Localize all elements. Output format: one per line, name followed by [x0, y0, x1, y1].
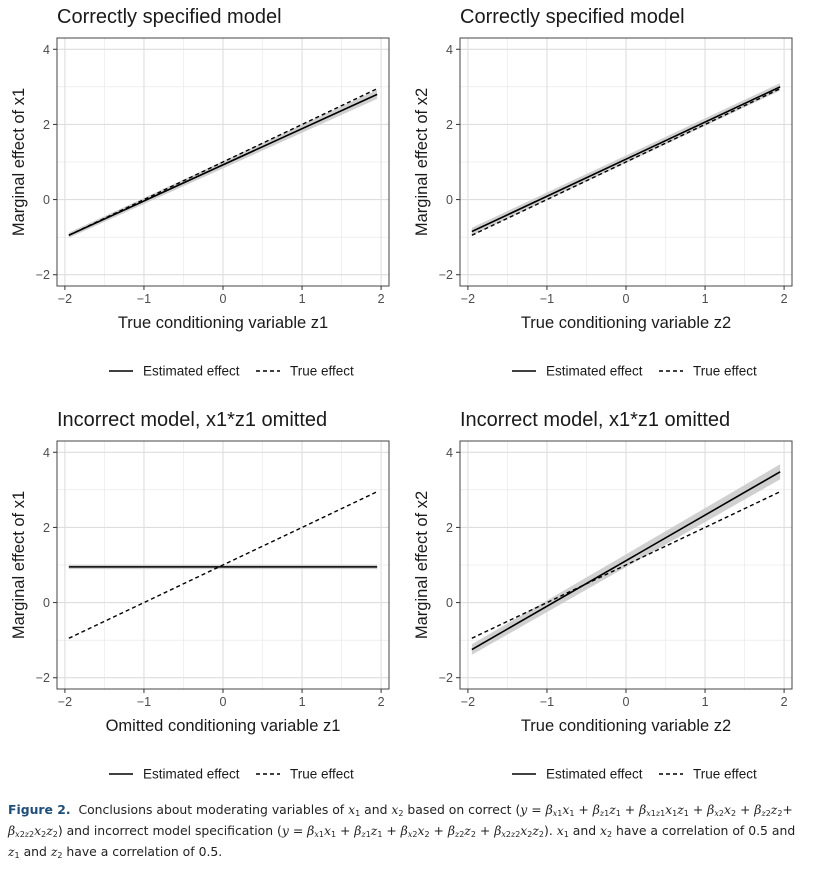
- x-tick-label: 2: [781, 292, 788, 306]
- y-tick-label: 4: [43, 43, 50, 57]
- x-tick-label: 0: [623, 695, 630, 709]
- y-axis-label: Marginal effect of x2: [413, 88, 431, 236]
- x-tick-label: −1: [540, 695, 554, 709]
- charts-svg: Correctly specified model −2 −1 0 1 2 −2 0 2 4 Tru…: [10, 6, 793, 782]
- x-tick-label: −2: [58, 292, 72, 306]
- gridlines: [460, 441, 792, 689]
- x-tick-label: 1: [299, 695, 306, 709]
- true-effect-line: [471, 88, 781, 236]
- true-effect-line: [68, 491, 378, 639]
- legend-label-true: True effect: [693, 767, 757, 782]
- y-tick-label: 2: [446, 521, 453, 535]
- caption-line-2: βx2z2x2z2) and incorrect model specifica…: [8, 823, 796, 839]
- chart-title: Correctly specified model: [57, 6, 282, 28]
- y-tick-label: −2: [36, 671, 50, 685]
- caption-label: Figure 2.: [8, 802, 71, 817]
- y-axis-label: Marginal effect of x2: [413, 491, 431, 639]
- legend: Estimated effect True effect: [109, 767, 354, 782]
- chart-panel-1: Correctly specified model −2 −1 0 1 2 −2 0 2 4 Tru…: [10, 6, 390, 379]
- legend-label-estimated: Estimated effect: [143, 364, 240, 379]
- y-tick-label: 4: [446, 43, 453, 57]
- x-tick-label: 1: [702, 695, 709, 709]
- legend: Estimated effect True effect: [109, 364, 354, 379]
- x-tick-label: 1: [299, 292, 306, 306]
- legend-label-true: True effect: [290, 767, 354, 782]
- x-axis-label: True conditioning variable z1: [118, 314, 328, 332]
- y-tick-label: 4: [446, 446, 453, 460]
- chart-title: Correctly specified model: [460, 6, 685, 28]
- x-tick-label: −2: [58, 695, 72, 709]
- y-tick-label: 0: [446, 596, 453, 610]
- x-axis-label: True conditioning variable z2: [521, 717, 731, 735]
- estimated-effect-line: [68, 93, 378, 237]
- chart-panel-3: Incorrect model, x1*z1 omitted −2 −1 0 1 2 −2 0…: [10, 409, 390, 782]
- chart-panel-2: Correctly specified model −2 −1 0 1 2 −2 0 2 4 Tru…: [413, 6, 793, 379]
- y-axis-label: Marginal effect of x1: [10, 88, 28, 236]
- estimated-effect-line: [471, 471, 781, 651]
- y-tick-label: 0: [446, 193, 453, 207]
- y-tick-label: 4: [43, 446, 50, 460]
- chart-title: Incorrect model, x1*z1 omitted: [57, 409, 327, 431]
- y-tick-label: −2: [439, 268, 453, 282]
- x-tick-label: −2: [461, 695, 475, 709]
- chart-panel-4: Incorrect model, x1*z1 omitted −2 −1 0 1 2 −2 0…: [413, 409, 793, 782]
- y-tick-label: 0: [43, 596, 50, 610]
- y-tick-label: 2: [446, 118, 453, 132]
- x-tick-label: 0: [220, 292, 227, 306]
- x-axis-label: True conditioning variable z2: [521, 314, 731, 332]
- x-tick-label: −1: [540, 292, 554, 306]
- x-tick-label: −1: [137, 695, 151, 709]
- legend-label-estimated: Estimated effect: [143, 767, 240, 782]
- x-tick-label: 2: [378, 292, 385, 306]
- legend-label-true: True effect: [290, 364, 354, 379]
- x-tick-label: 1: [702, 292, 709, 306]
- legend: Estimated effect True effect: [512, 767, 757, 782]
- x-tick-label: 2: [378, 695, 385, 709]
- y-tick-label: −2: [439, 671, 453, 685]
- estimated-effect-line: [471, 86, 781, 233]
- legend-label-estimated: Estimated effect: [546, 364, 643, 379]
- caption-line-3: z1 and z2 have a correlation of 0.5.: [8, 844, 223, 860]
- true-effect-line: [471, 491, 781, 639]
- y-tick-label: 0: [43, 193, 50, 207]
- figure-caption: Figure 2. Conclusions about moderating v…: [8, 799, 816, 862]
- legend: Estimated effect True effect: [512, 364, 757, 379]
- caption-line-1: Figure 2. Conclusions about moderating v…: [8, 802, 793, 818]
- x-tick-label: 0: [220, 695, 227, 709]
- legend-label-estimated: Estimated effect: [546, 767, 643, 782]
- legend-label-true: True effect: [693, 364, 757, 379]
- y-tick-label: 2: [43, 521, 50, 535]
- y-axis-label: Marginal effect of x1: [10, 491, 28, 639]
- x-tick-label: −2: [461, 292, 475, 306]
- y-tick-label: 2: [43, 118, 50, 132]
- true-effect-line: [68, 88, 378, 236]
- confidence-band: [471, 464, 781, 655]
- x-tick-label: 0: [623, 292, 630, 306]
- chart-title: Incorrect model, x1*z1 omitted: [460, 409, 730, 431]
- figure-panels: Correctly specified model −2 −1 0 1 2 −2 0 2 4 Tru…: [10, 6, 793, 782]
- x-axis-label: Omitted conditioning variable z1: [106, 717, 341, 735]
- y-tick-label: −2: [36, 268, 50, 282]
- x-tick-label: −1: [137, 292, 151, 306]
- x-tick-label: 2: [781, 695, 788, 709]
